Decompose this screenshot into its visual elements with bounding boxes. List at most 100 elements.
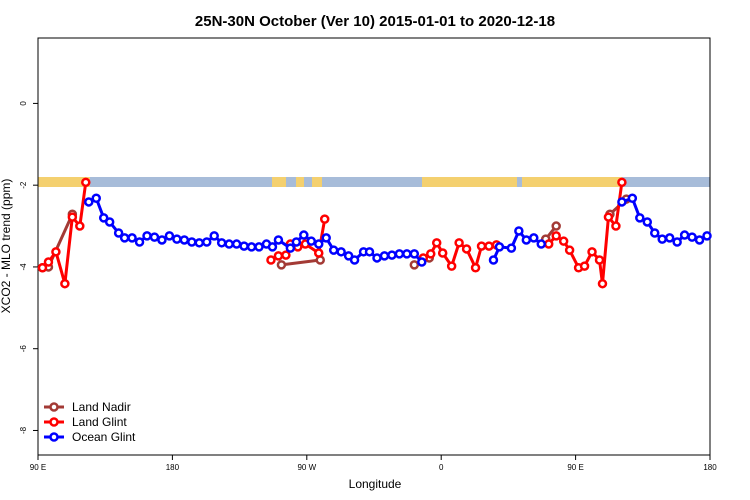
data-point	[409, 260, 420, 270]
y-tick-label: 0	[19, 101, 28, 106]
data-point	[679, 230, 690, 240]
x-tick-label: 90 E	[30, 463, 46, 472]
data-point	[694, 235, 705, 245]
data-point	[649, 228, 660, 238]
data-point	[43, 257, 54, 267]
data-point	[687, 232, 697, 242]
data-point	[172, 234, 182, 244]
x-axis-label: Longitude	[349, 477, 402, 491]
data-point	[521, 235, 532, 245]
data-point	[597, 278, 608, 289]
data-point	[379, 251, 390, 261]
data-point	[134, 237, 145, 247]
data-point	[281, 250, 291, 260]
data-point	[551, 231, 561, 241]
data-point	[484, 241, 494, 251]
x-tick-label: 180	[166, 463, 180, 472]
data-point	[617, 197, 627, 207]
series-line	[41, 182, 624, 285]
data-point	[437, 248, 448, 258]
data-point	[321, 233, 331, 243]
y-tick-label: -8	[19, 426, 28, 434]
data-point	[149, 232, 160, 242]
data-point	[336, 247, 346, 257]
y-tick-label: -2	[19, 181, 28, 189]
data-point	[127, 233, 137, 243]
data-point	[313, 248, 324, 258]
data-point	[75, 221, 85, 231]
data-point	[657, 234, 667, 244]
y-axis-label: XCO2 - MLO trend (ppm)	[0, 179, 13, 314]
plot-frame	[37, 37, 711, 456]
data-point	[529, 233, 539, 243]
data-point	[431, 238, 442, 248]
data-point	[239, 241, 249, 251]
data-point	[201, 237, 212, 247]
data-point	[476, 241, 487, 251]
y-tick-label: -6	[19, 345, 28, 353]
data-point	[273, 235, 284, 245]
data-point	[246, 242, 257, 252]
data-point	[470, 263, 481, 273]
data-point	[349, 255, 360, 265]
x-tick-label: 0	[439, 463, 444, 472]
data-point	[506, 243, 517, 253]
data-point	[91, 193, 101, 204]
data-point	[285, 243, 296, 253]
data-point	[617, 177, 627, 188]
data-point	[209, 231, 219, 241]
data-point	[254, 242, 264, 252]
data-point	[267, 242, 278, 252]
data-point	[551, 221, 561, 231]
data-point	[119, 233, 130, 243]
legend-label: Land Nadir	[72, 400, 131, 414]
data-point	[558, 236, 569, 246]
data-point	[187, 237, 197, 247]
data-point	[672, 237, 682, 247]
data-point	[461, 244, 472, 254]
x-tick-label: 90 E	[567, 463, 583, 472]
data-point	[702, 231, 712, 241]
data-point	[611, 221, 621, 231]
data-point	[37, 263, 48, 273]
data-point	[276, 260, 287, 270]
data-point	[409, 249, 420, 259]
data-point	[313, 239, 324, 249]
data-point	[494, 242, 505, 252]
data-point	[67, 212, 78, 222]
data-point	[194, 238, 205, 248]
data-point	[417, 257, 427, 267]
data-point	[343, 251, 354, 261]
data-point	[142, 231, 152, 241]
data-point	[273, 251, 284, 261]
data-point	[635, 213, 645, 223]
x-tick-label: 90 W	[297, 463, 316, 472]
data-point	[306, 236, 317, 246]
legend-swatch-point	[49, 402, 59, 412]
data-point	[216, 238, 227, 248]
data-point	[179, 235, 190, 245]
data-point	[454, 238, 464, 248]
data-point	[157, 235, 167, 245]
data-point	[425, 249, 436, 259]
chart-title: 25N-30N October (Ver 10) 2015-01-01 to 2…	[195, 13, 555, 30]
data-point	[514, 226, 524, 236]
data-point	[328, 245, 339, 255]
legend-swatch-point	[49, 432, 59, 442]
data-point	[364, 247, 375, 257]
land-ocean-strip	[38, 177, 710, 187]
data-point	[291, 237, 302, 247]
data-point	[488, 255, 499, 265]
data-point	[394, 249, 405, 259]
data-point	[299, 230, 309, 240]
data-point	[587, 247, 597, 257]
data-point	[60, 278, 70, 289]
legend-label: Land Glint	[72, 415, 127, 429]
data-point	[231, 239, 242, 249]
data-point	[372, 253, 382, 263]
data-point	[543, 239, 554, 249]
data-point	[98, 213, 109, 223]
data-point	[84, 197, 94, 207]
data-point	[387, 250, 397, 260]
